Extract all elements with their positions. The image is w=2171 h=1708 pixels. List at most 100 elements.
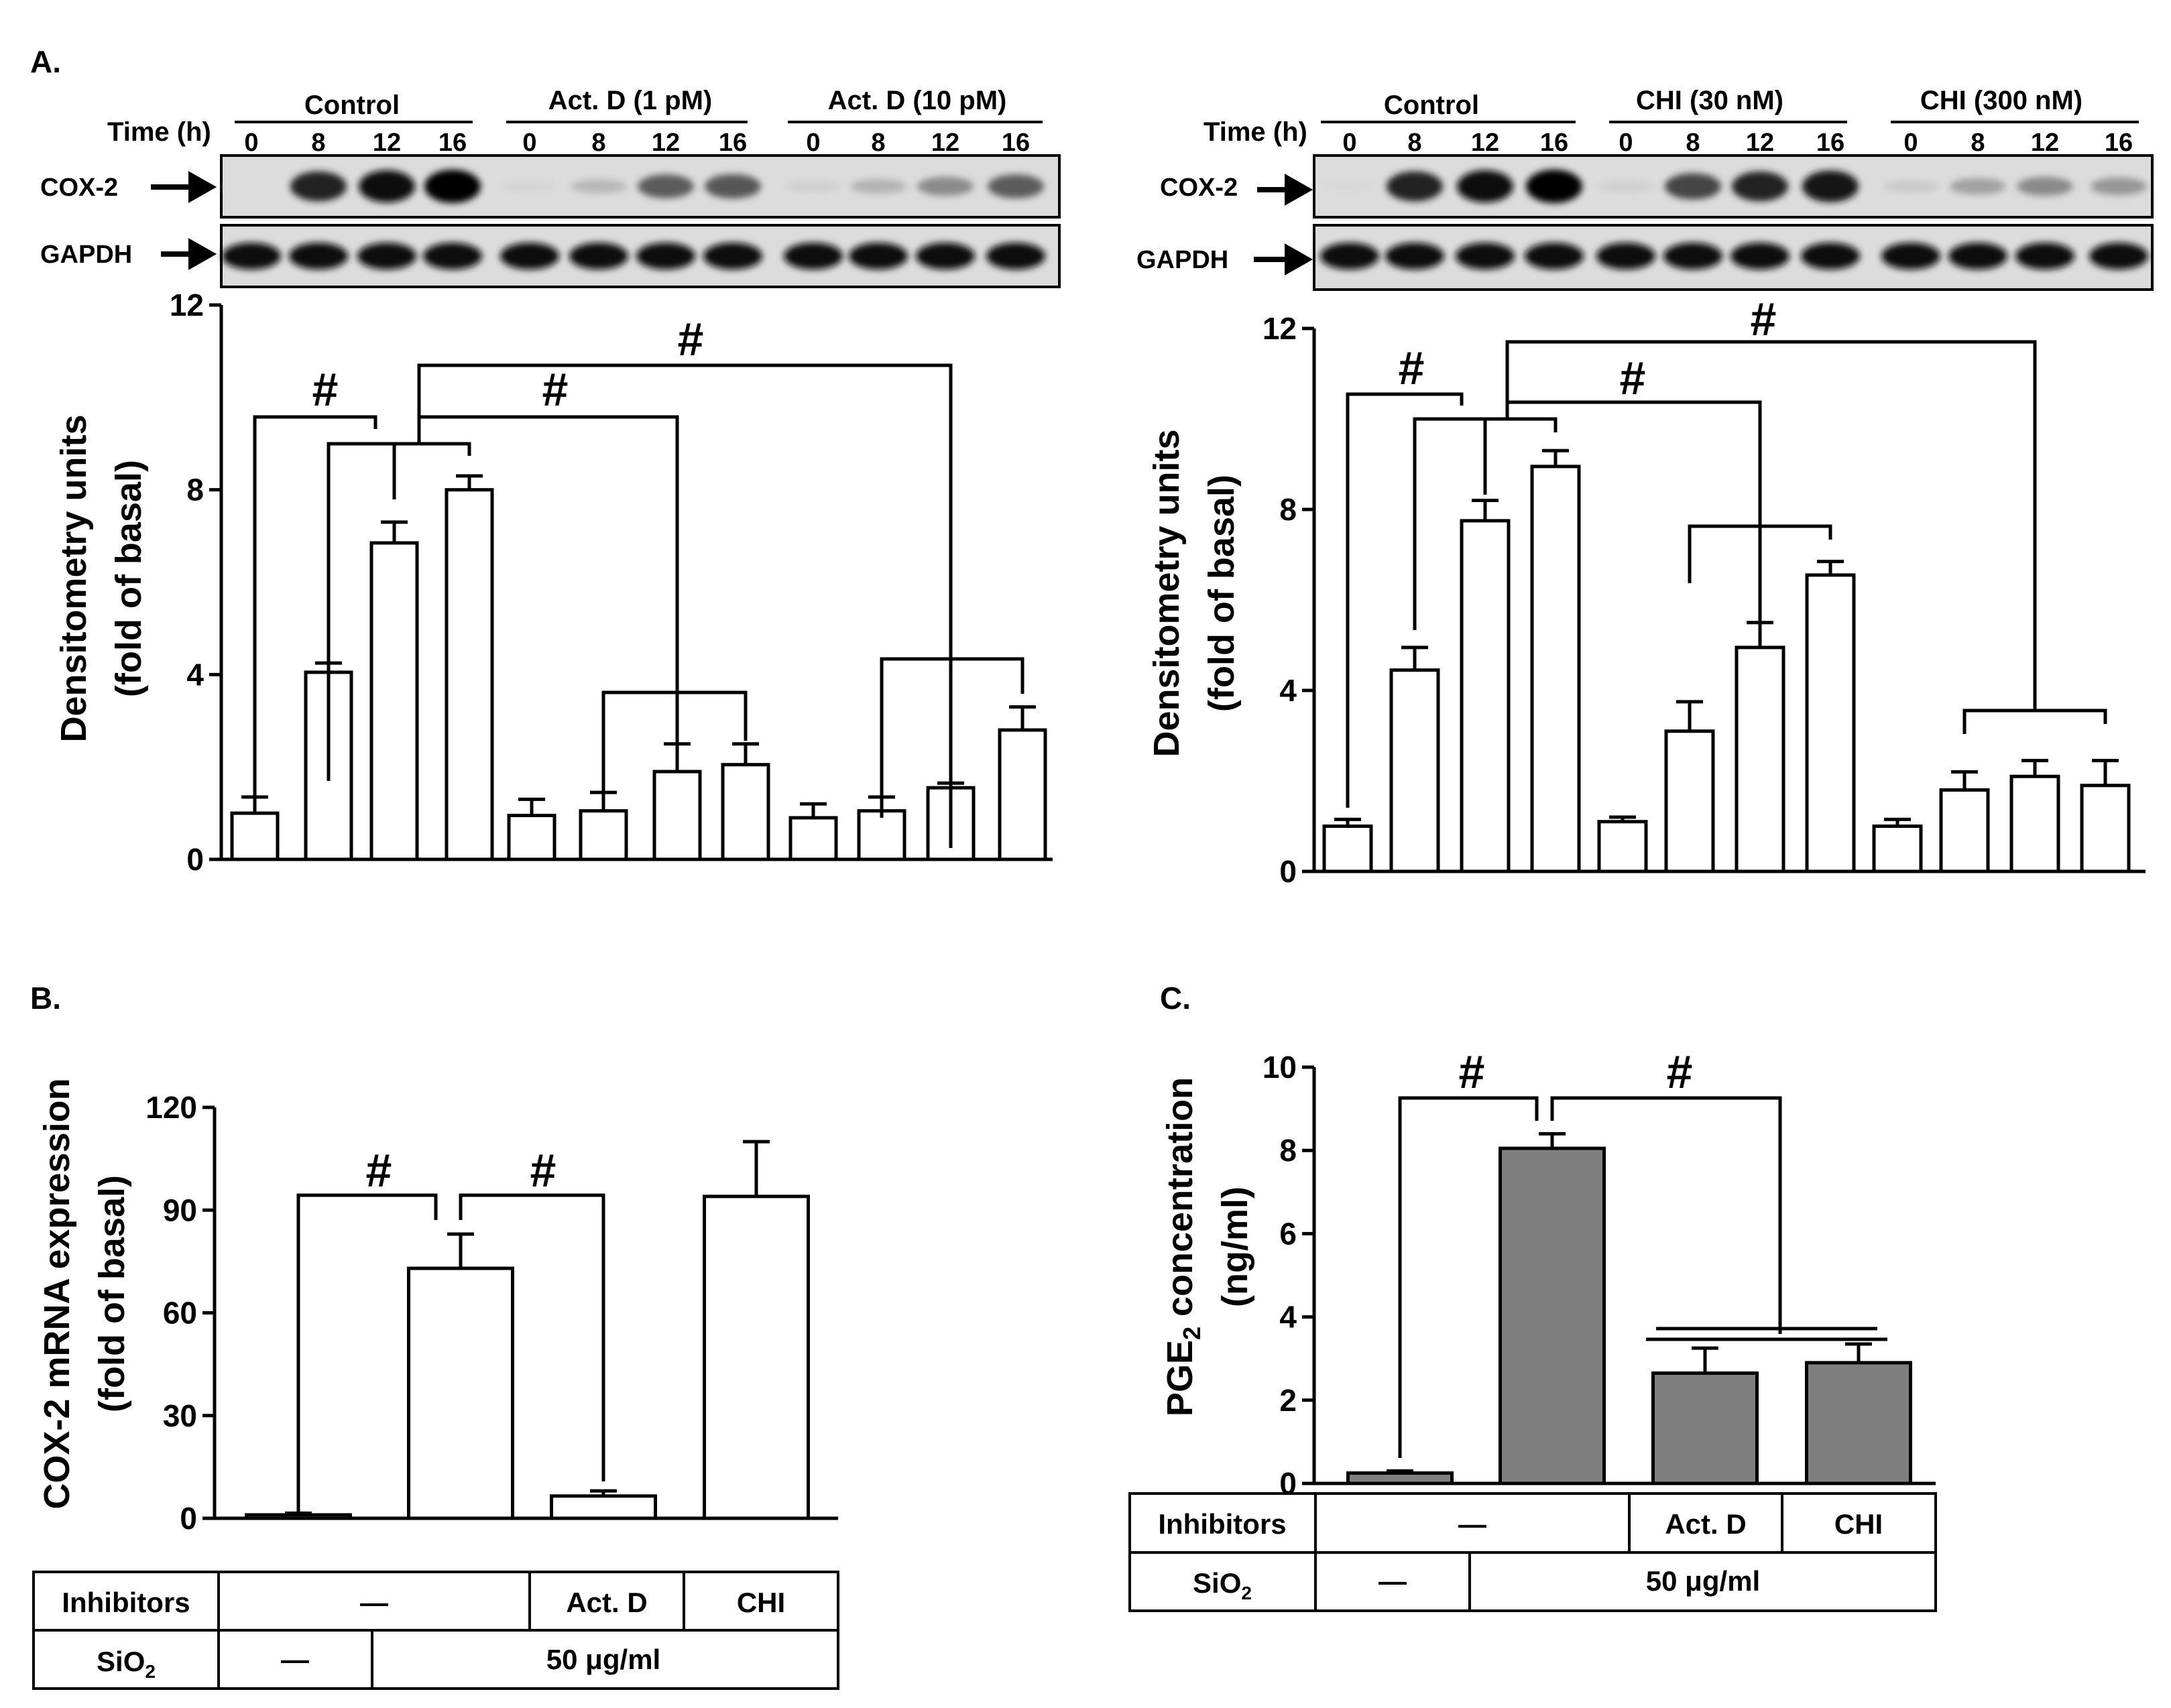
cox2-band xyxy=(850,179,906,194)
sig-marker: # xyxy=(1399,342,1425,394)
bar xyxy=(579,809,628,861)
y-tick-label: 4 xyxy=(186,657,204,692)
y-tick-label: 4 xyxy=(1279,673,1297,708)
arrow-right-icon xyxy=(161,238,217,270)
cox2-band xyxy=(2091,177,2147,196)
gapdh-band xyxy=(500,243,559,269)
svg-text:12: 12 xyxy=(1746,129,1774,157)
panel-label-b: B. xyxy=(30,981,61,1016)
gapdh-band xyxy=(784,243,843,269)
cox2-band xyxy=(988,174,1044,198)
y-tick-label: 10 xyxy=(1263,1050,1297,1085)
gapdh-band xyxy=(1596,243,1655,269)
cell-sio2-dose: 50 μg/ml xyxy=(1646,1565,1760,1597)
y-axis-label: Densitometry units xyxy=(54,414,94,742)
svg-text:16: 16 xyxy=(1002,129,1030,157)
cox2-band xyxy=(1598,180,1654,192)
arrow-right-icon xyxy=(1254,243,1313,276)
cox2-band xyxy=(502,180,558,192)
cell-none: — xyxy=(1458,1508,1486,1540)
row-label-inhibitors: Inhibitors xyxy=(1158,1508,1286,1540)
gapdh-band xyxy=(1385,243,1444,269)
sig-marker: # xyxy=(1667,1046,1693,1098)
cox2-band xyxy=(1526,170,1582,203)
group-header-control: Control xyxy=(235,90,473,123)
svg-text:16: 16 xyxy=(2105,129,2133,157)
svg-text:8: 8 xyxy=(591,129,605,157)
time-label: Time (h) xyxy=(107,117,211,147)
error-bar xyxy=(800,802,827,818)
blot-bands xyxy=(222,170,1045,269)
cox2-label: COX-2 xyxy=(1160,174,1238,202)
error-bar xyxy=(456,474,483,490)
y-axis-label-2: (fold of basal) xyxy=(1201,475,1242,712)
svg-text:16: 16 xyxy=(719,129,747,157)
svg-text:8: 8 xyxy=(311,129,325,157)
bar xyxy=(245,1513,352,1520)
bar xyxy=(2080,784,2131,873)
cell-chi: CHI xyxy=(737,1587,785,1618)
error-bar xyxy=(381,520,408,543)
bar xyxy=(550,1494,657,1520)
cox2-band xyxy=(290,171,347,202)
time-ticks: 0 8 12 16 0 8 12 16 0 8 12 16 xyxy=(244,129,1030,157)
bar xyxy=(1597,820,1648,873)
error-bar xyxy=(1401,646,1428,670)
group-header-actd-10: Act. D (10 pM) xyxy=(788,86,1043,123)
gapdh-band xyxy=(986,243,1045,269)
error-bar xyxy=(1542,448,1569,467)
error-bar xyxy=(590,1489,617,1496)
chart-c: 0 2 4 6 8 10 PGE2 concentration (ng/ml) # # I… xyxy=(1128,1046,1937,1612)
cell-none: — xyxy=(281,1644,309,1675)
cox2-band xyxy=(1387,171,1443,202)
gapdh-band xyxy=(2089,243,2148,269)
cox2-band xyxy=(571,179,627,194)
bar xyxy=(1322,825,1373,873)
bar xyxy=(1499,1146,1606,1485)
svg-text:0: 0 xyxy=(1342,129,1356,157)
gapdh-band xyxy=(703,243,762,269)
y-tick-label: 8 xyxy=(186,473,204,507)
gapdh-band xyxy=(636,243,695,269)
error-bar xyxy=(732,742,759,765)
chart-a1: 0 4 8 12 Densitometry units (fold of basal)… xyxy=(54,288,1053,877)
group-header-chi-300: CHI (300 nM) xyxy=(1891,86,2139,123)
y-tick-label: 60 xyxy=(163,1296,197,1331)
gapdh-band xyxy=(2015,243,2074,269)
bar xyxy=(445,488,494,861)
error-bar xyxy=(1334,817,1361,827)
gapdh-band xyxy=(357,243,416,269)
chart-b: 0 30 60 90 120 COX-2 mRNA expression (fold o… xyxy=(32,1078,839,1690)
y-tick-label: 0 xyxy=(1279,1466,1297,1501)
gapdh-band xyxy=(1320,243,1379,269)
cox2-band xyxy=(705,174,761,199)
cox2-band xyxy=(1802,170,1859,202)
cox2-band xyxy=(1950,178,2006,195)
bar xyxy=(652,770,702,861)
row-label-sio2: SiO2 xyxy=(1193,1567,1252,1603)
bar xyxy=(1805,1361,1912,1485)
y-tick-label: 12 xyxy=(170,288,204,322)
bar xyxy=(998,728,1047,861)
error-bar xyxy=(1951,770,1978,790)
group-label: Control xyxy=(304,90,400,120)
y-tick-label: 90 xyxy=(163,1193,197,1227)
cell-none: — xyxy=(360,1587,388,1618)
svg-text:16: 16 xyxy=(1540,129,1568,157)
bar xyxy=(788,816,838,861)
cox2-band xyxy=(1883,180,1939,193)
y-axis-label: Densitometry units xyxy=(1147,429,1187,757)
svg-text:12: 12 xyxy=(652,129,680,157)
treatment-table: Inhibitors — Act. D CHI SiO2 — 50 μg/ml xyxy=(32,1571,839,1690)
bar xyxy=(703,1195,810,1520)
sig-marker: # xyxy=(542,363,569,416)
arrow-right-icon xyxy=(151,171,217,203)
cell-sio2-dose: 50 μg/ml xyxy=(546,1644,660,1675)
error-bar xyxy=(1884,817,1911,827)
y-tick-label: 30 xyxy=(163,1398,197,1433)
error-bar xyxy=(1692,1346,1718,1374)
svg-text:16: 16 xyxy=(1816,129,1844,157)
gapdh-band xyxy=(289,243,348,269)
bar xyxy=(857,809,906,861)
